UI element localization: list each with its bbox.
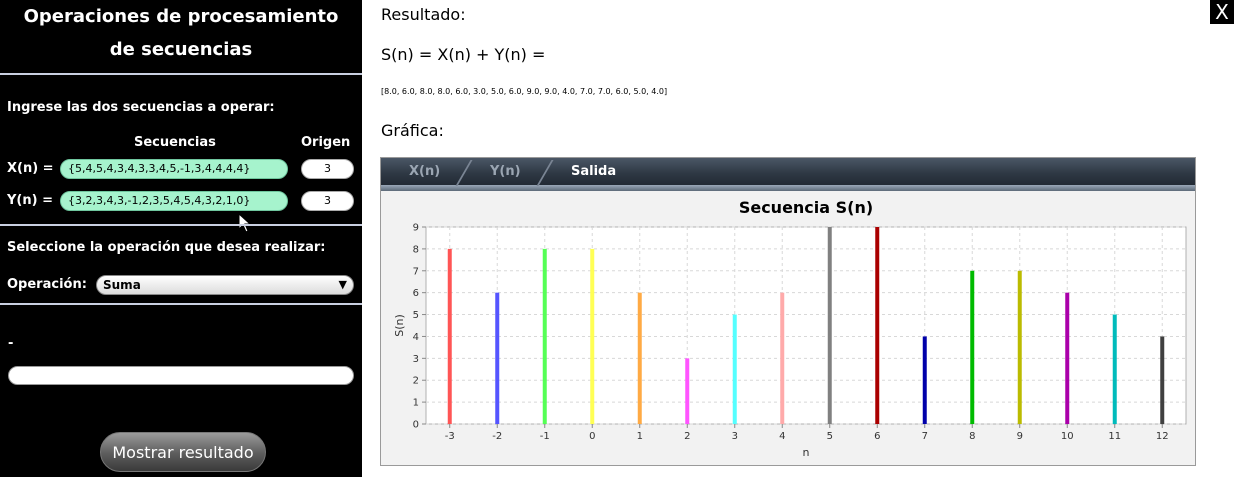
operation-prompt: Seleccione la operación que desea realiz… bbox=[7, 240, 326, 255]
x-tick-label: 1 bbox=[637, 431, 643, 442]
origin-column-header: Origen bbox=[301, 135, 351, 150]
y-tick-label: 0 bbox=[413, 420, 419, 431]
stem-bar bbox=[590, 248, 595, 424]
result-array: [8.0, 6.0, 8.0, 8.0, 6.0, 3.0, 5.0, 6.0,… bbox=[381, 87, 668, 96]
divider bbox=[0, 224, 362, 226]
tab-x[interactable]: X(n) bbox=[409, 164, 441, 179]
panel-title-line1: Operaciones de procesamiento bbox=[23, 6, 339, 27]
x-tick-label: 2 bbox=[684, 431, 690, 442]
y-sequence-label: Y(n) = bbox=[7, 193, 53, 208]
stem-bar bbox=[542, 248, 547, 424]
operation-selected-value: Suma bbox=[103, 278, 141, 292]
stem-bar bbox=[1017, 270, 1022, 424]
tab-output[interactable]: Salida bbox=[571, 164, 617, 179]
x-tick-label: -3 bbox=[445, 431, 455, 442]
operation-select[interactable]: Suma ▼ bbox=[96, 275, 354, 295]
x-tick-label: 3 bbox=[732, 431, 738, 442]
show-result-button[interactable]: Mostrar resultado bbox=[100, 432, 266, 472]
result-label: - bbox=[8, 336, 14, 351]
result-field[interactable] bbox=[8, 366, 354, 385]
y-tick-label: 4 bbox=[413, 332, 419, 343]
x-tick-label: 7 bbox=[922, 431, 928, 442]
chart-panel: X(n) Y(n) Salida Secuencia S(n) 0 1 2 3 4 5 6 7 8… bbox=[380, 157, 1196, 466]
y-tick-label: 5 bbox=[413, 310, 419, 321]
y-axis-label: S(n) bbox=[393, 314, 406, 337]
stem-bar bbox=[1160, 336, 1165, 424]
x-origin-input[interactable]: 3 bbox=[301, 159, 354, 179]
y-origin-input[interactable]: 3 bbox=[301, 191, 354, 211]
x-sequence-input[interactable]: {5,4,5,4,3,4,3,3,4,5,-1,3,4,4,4,4} bbox=[60, 159, 288, 179]
graph-heading: Gráfica: bbox=[381, 121, 444, 140]
stem-bar bbox=[732, 314, 737, 424]
x-tick-label: 12 bbox=[1156, 431, 1169, 442]
panel-title-line2: de secuencias bbox=[109, 39, 253, 60]
x-tick-label: 6 bbox=[874, 431, 880, 442]
x-tick-label: -1 bbox=[540, 431, 550, 442]
stem-bar bbox=[970, 270, 975, 424]
y-tick-label: 8 bbox=[413, 244, 419, 255]
y-tick-label: 3 bbox=[413, 354, 419, 365]
divider bbox=[0, 73, 362, 75]
close-button[interactable]: X bbox=[1210, 0, 1234, 24]
x-tick-label: 11 bbox=[1108, 431, 1121, 442]
sequences-prompt: Ingrese las dos secuencias a operar: bbox=[7, 100, 275, 115]
result-formula: S(n) = X(n) + Y(n) = bbox=[381, 45, 546, 64]
x-tick-label: 10 bbox=[1061, 431, 1074, 442]
y-tick-label: 1 bbox=[413, 398, 419, 409]
y-tick-label: 9 bbox=[413, 223, 419, 234]
x-tick-label: 8 bbox=[969, 431, 975, 442]
stem-bar bbox=[495, 292, 500, 424]
stem-bar bbox=[1065, 292, 1070, 424]
result-heading: Resultado: bbox=[381, 5, 466, 24]
x-sequence-label: X(n) = bbox=[7, 161, 54, 176]
y-tick-label: 6 bbox=[413, 288, 419, 299]
x-axis-label: n bbox=[803, 446, 810, 459]
chart-title: Secuencia S(n) bbox=[739, 198, 873, 217]
tab-bar: X(n) Y(n) Salida bbox=[381, 158, 1195, 191]
x-tick-label: -2 bbox=[492, 431, 502, 442]
stem-bar bbox=[685, 358, 690, 424]
x-tick-label: 4 bbox=[779, 431, 785, 442]
y-sequence-input[interactable]: {3,2,3,4,3,-1,2,3,5,4,5,4,3,2,1,0} bbox=[60, 191, 288, 211]
y-tick-label: 2 bbox=[413, 376, 419, 387]
plot-area bbox=[425, 226, 1187, 425]
tab-separator bbox=[536, 160, 554, 186]
stem-bar bbox=[780, 292, 785, 424]
dropdown-arrow-icon: ▼ bbox=[338, 278, 347, 291]
x-tick-label: 0 bbox=[589, 431, 595, 442]
stem-bar bbox=[875, 227, 880, 424]
tab-separator bbox=[455, 160, 473, 186]
stem-bar bbox=[827, 227, 832, 424]
operation-label: Operación: bbox=[7, 277, 87, 292]
x-tick-label: 9 bbox=[1017, 431, 1023, 442]
y-tick-label: 7 bbox=[413, 266, 419, 277]
x-tick-label: 5 bbox=[827, 431, 833, 442]
tab-bar-strip bbox=[381, 185, 1195, 191]
stem-bar bbox=[637, 292, 642, 424]
control-panel: Operaciones de procesamiento de secuenci… bbox=[0, 0, 362, 477]
stem-bar bbox=[1112, 314, 1117, 424]
sequences-column-header: Secuencias bbox=[134, 135, 216, 150]
stem-bar bbox=[922, 336, 927, 424]
stem-bar bbox=[447, 248, 452, 424]
tab-y[interactable]: Y(n) bbox=[490, 164, 521, 179]
mouse-cursor-icon bbox=[238, 213, 252, 233]
divider bbox=[0, 303, 362, 305]
